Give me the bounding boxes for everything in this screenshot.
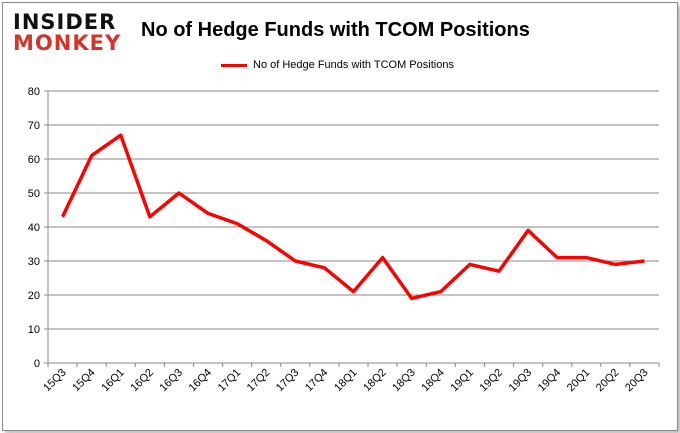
- x-tick-label: 17Q4: [303, 367, 331, 395]
- x-tick-label: 19Q1: [448, 367, 476, 395]
- x-tick-label: 19Q3: [507, 367, 535, 395]
- x-tick-label: 15Q4: [70, 367, 98, 395]
- x-tick-label: 17Q1: [216, 367, 244, 395]
- x-tick-label: 20Q1: [565, 367, 593, 395]
- x-tick-label: 16Q3: [158, 367, 186, 395]
- y-tick-label: 50: [28, 188, 40, 200]
- x-tick-label: 16Q1: [99, 367, 127, 395]
- x-tick-label: 18Q2: [361, 367, 389, 395]
- x-tick-label: 17Q2: [245, 367, 273, 395]
- legend: No of Hedge Funds with TCOM Positions: [221, 59, 454, 71]
- x-tick-label: 17Q3: [274, 367, 302, 395]
- legend-label: No of Hedge Funds with TCOM Positions: [253, 59, 454, 71]
- logo-line2: MONKEY: [13, 31, 122, 55]
- x-tick-label: 16Q2: [128, 367, 156, 395]
- x-tick-label: 20Q2: [594, 367, 622, 395]
- y-tick-label: 70: [28, 120, 40, 132]
- x-tick-label: 19Q2: [478, 367, 506, 395]
- x-tick-label: 19Q4: [536, 367, 564, 395]
- chart-title: No of Hedge Funds with TCOM Positions: [141, 19, 530, 41]
- plot-area: 0 10 20 30 40 50 60 70 80 15Q3 15Q4 16Q1 16Q2 16Q3 16Q…: [28, 86, 660, 395]
- y-tick-label: 20: [28, 290, 40, 302]
- y-tick-label: 10: [28, 324, 40, 336]
- insider-monkey-logo: INSIDER MONKEY: [13, 12, 121, 54]
- y-tick-label: 0: [34, 358, 40, 370]
- legend-swatch: [221, 63, 247, 67]
- y-tick-label: 60: [28, 154, 40, 166]
- x-tick-label: 16Q4: [187, 367, 215, 395]
- y-tick-label: 30: [28, 256, 40, 268]
- x-tick-label: 18Q3: [390, 367, 418, 395]
- y-tick-label: 40: [28, 222, 40, 234]
- x-tick-label: 18Q1: [332, 367, 360, 395]
- x-tick-label: 18Q4: [419, 367, 447, 395]
- logo-line1: INSIDER: [13, 10, 117, 34]
- x-tick-label: 15Q3: [41, 367, 69, 395]
- y-tick-label: 80: [28, 86, 40, 98]
- x-tick-label: 20Q3: [623, 367, 651, 395]
